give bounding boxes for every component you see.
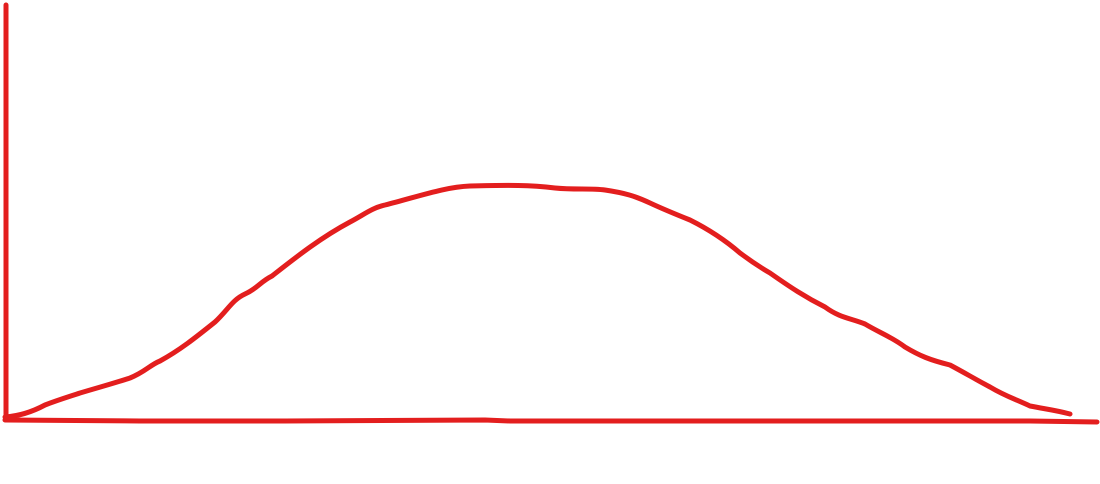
bell-curve bbox=[2, 182, 1073, 420]
x-axis bbox=[2, 417, 1100, 425]
